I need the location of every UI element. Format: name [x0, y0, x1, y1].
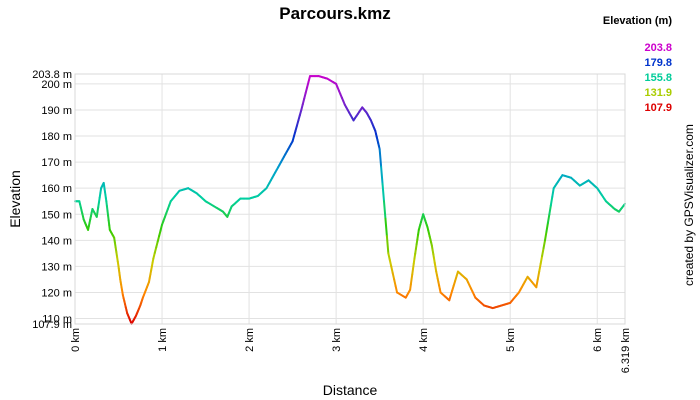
series-0-segment-50-2 — [390, 265, 394, 274]
y-tick-label-8: 180 m — [41, 131, 72, 143]
series-0-segment-71-4 — [541, 247, 545, 257]
series-0-segment-50-5 — [394, 284, 399, 294]
legend-entry-2: 155.8 — [644, 72, 672, 84]
legend-title: Elevation (m) — [603, 15, 672, 27]
series-0-segment-71-5 — [542, 239, 547, 250]
credit-text: created by GPSVisualizer.com — [682, 124, 696, 286]
series-0-segment-72-1 — [545, 221, 549, 233]
x-tick-label-0: 0 km — [70, 328, 82, 352]
x-tick-label-4: 4 km — [418, 328, 430, 352]
series-0-segment-49-5 — [385, 234, 390, 255]
legend-entries: 203.8 179.8 155.8 131.9 107.9 — [644, 42, 672, 114]
series-0-segment-71-2 — [538, 262, 542, 273]
series-0-segment-49-3 — [382, 200, 387, 220]
elevation-series — [74, 75, 626, 325]
y-tick-label-6: 160 m — [41, 183, 72, 195]
y-axis-label: Elevation — [7, 170, 23, 228]
y-tick-label-5: 150 m — [41, 209, 72, 221]
series-0-segment-49-2 — [381, 182, 385, 203]
legend: Elevation (m) 203.8 179.8 155.8 131.9 107.9 — [603, 15, 672, 114]
legend-entry-4: 107.9 — [644, 102, 672, 114]
y-tick-label-0: 107.9 m — [32, 319, 72, 331]
series-0-segment-50-0 — [387, 252, 391, 261]
legend-entry-1: 179.8 — [644, 57, 672, 69]
series-0-segment-50-3 — [391, 271, 396, 281]
y-tick-label-7: 170 m — [41, 157, 72, 169]
plot-frame — [74, 73, 626, 325]
series-0-segment-71-1 — [536, 270, 541, 281]
series-0-segment-72-3 — [548, 204, 552, 216]
chart-title: Parcours.kmz — [279, 4, 391, 23]
y-tick-label-3: 130 m — [41, 261, 72, 273]
x-tick-label-6: 6 km — [592, 328, 604, 352]
y-tick-label-1: 110 m — [42, 314, 72, 326]
x-axis-ticks: 0 km 1 km 2 km 3 km 4 km 5 km 6 km 6.319 km — [70, 328, 632, 373]
series-0-segment-71-0 — [535, 278, 539, 289]
y-tick-label-4: 140 m — [41, 235, 72, 247]
x-tick-label-5: 5 km — [505, 328, 517, 352]
x-axis-label: Distance — [323, 382, 378, 398]
series-0-segment-72-4 — [549, 195, 554, 207]
series-0-segment-49-4 — [384, 217, 388, 237]
x-tick-label-3: 3 km — [331, 328, 343, 352]
legend-entry-0: 203.8 — [644, 42, 672, 54]
y-tick-label-10: 200 m — [41, 79, 72, 91]
series-0-segment-49-1 — [380, 165, 384, 185]
series-0-segment-72-0 — [544, 230, 548, 242]
series-0-segment-72-2 — [546, 213, 551, 224]
legend-entry-3: 131.9 — [644, 87, 672, 99]
x-tick-label-1: 1 km — [157, 328, 169, 352]
y-tick-label-2: 120 m — [41, 287, 72, 299]
gridlines — [74, 73, 626, 325]
series-0-segment-71-3 — [539, 254, 544, 265]
series-0-segment-50-4 — [393, 278, 397, 287]
x-tick-label-2: 2 km — [244, 328, 256, 352]
series-0-segment-72-5 — [551, 187, 555, 198]
y-tick-label-9: 190 m — [41, 105, 72, 117]
series-0-segment-49-0 — [378, 148, 383, 168]
y-tick-label-11: 203.8 m — [32, 69, 72, 81]
series-0-segment-50-1 — [388, 258, 393, 268]
x-tick-label-7: 6.319 km — [620, 328, 632, 373]
